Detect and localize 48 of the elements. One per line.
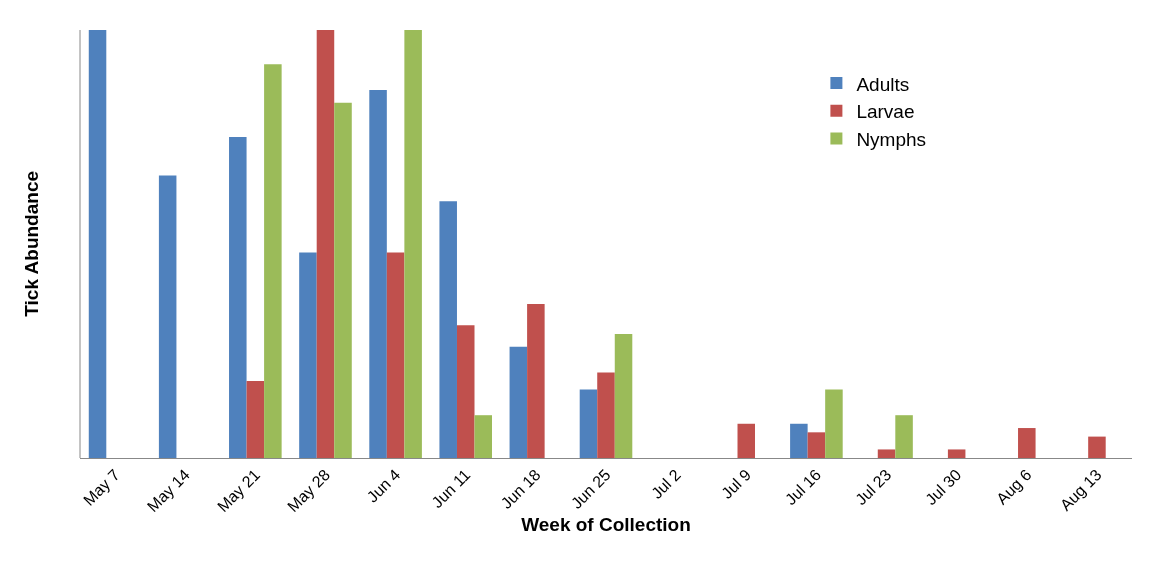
bar — [509, 346, 528, 458]
bar — [1088, 436, 1106, 458]
x-tick-label: Aug 13 — [1056, 465, 1105, 514]
bar — [404, 30, 422, 458]
x-tick-label: May 7 — [80, 465, 123, 509]
x-tick-label: Jul 2 — [647, 465, 684, 502]
x-axis-title: Week of Collection — [521, 513, 691, 535]
bar — [386, 252, 405, 458]
x-tick-label: May 21 — [213, 465, 264, 516]
x-tick-label: Jul 23 — [852, 465, 895, 509]
bar — [299, 252, 317, 458]
bar — [88, 30, 107, 458]
bar — [229, 137, 247, 458]
bar — [877, 449, 896, 458]
x-tick-label: May 28 — [284, 465, 334, 516]
bar — [456, 325, 475, 458]
legend-label: Adults — [856, 73, 910, 95]
x-tick-label: Aug 6 — [992, 465, 1035, 508]
y-axis-title: Tick Abundance — [20, 170, 42, 317]
bar — [807, 432, 826, 458]
x-tick-label: Jun 18 — [497, 465, 544, 512]
bar — [246, 380, 265, 458]
bar — [790, 423, 808, 458]
x-tick-label: May 14 — [143, 465, 194, 516]
bar — [334, 102, 352, 458]
bar — [369, 89, 387, 458]
bar — [264, 64, 282, 458]
bar — [579, 389, 598, 458]
bar — [1018, 428, 1036, 458]
bar — [614, 333, 633, 458]
bar — [597, 372, 615, 458]
legend-label: Larvae — [856, 101, 915, 123]
bar — [947, 449, 966, 458]
bar — [737, 423, 756, 458]
x-tick-label: Jul 30 — [922, 465, 965, 509]
bar — [474, 415, 493, 458]
x-tick-label: Jun 4 — [363, 465, 404, 506]
legend-label: Nymphs — [856, 128, 927, 150]
x-tick-label: Jul 9 — [718, 465, 755, 502]
bar — [439, 201, 457, 458]
bar — [895, 415, 913, 458]
x-tick-label: Jun 25 — [567, 465, 614, 512]
bar — [316, 30, 335, 458]
bar — [825, 389, 843, 458]
x-tick-label: Jun 11 — [428, 465, 474, 512]
bar — [527, 303, 545, 458]
bar — [158, 175, 177, 458]
x-tick-label: Jul 16 — [781, 465, 825, 509]
